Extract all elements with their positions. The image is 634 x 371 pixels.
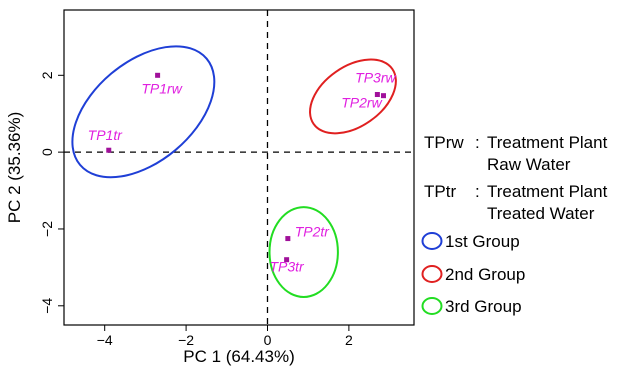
legend-def-line2: Raw Water — [487, 155, 571, 174]
y-axis-title: PC 2 (35.36%) — [5, 112, 24, 224]
data-point-TP2tr — [285, 236, 291, 242]
y-tick-label: 2 — [39, 71, 55, 79]
legend-def-line2: Treated Water — [487, 204, 595, 223]
legend: TPrw: Treatment Plant Raw Water TPtr: Treatm… — [421, 133, 608, 316]
data-point-TP1tr — [106, 147, 112, 153]
legend-group-label-2: 2nd Group — [445, 265, 525, 284]
x-tick-label: 0 — [264, 332, 272, 348]
plot-frame — [63, 9, 415, 326]
group-ellipse-1 — [71, 45, 216, 179]
legend-def-line1: Treatment Plant — [487, 182, 608, 201]
group-ellipse-3 — [268, 206, 339, 298]
y-tick-label: −4 — [39, 298, 55, 314]
legend-group-label-1: 1st Group — [445, 232, 520, 251]
legend-separator: : — [475, 133, 480, 152]
data-point-TP1rw — [155, 72, 161, 78]
data-point-TP3rw — [374, 92, 380, 98]
point-label-TP3rw: TP3rw — [355, 70, 396, 86]
point-label-TP1tr: TP1tr — [88, 127, 124, 143]
x-tick-label: −2 — [178, 332, 194, 348]
legend-abbr-TPtr: TPtr — [424, 182, 456, 201]
legend-abbr-TPrw: TPrw — [424, 133, 464, 152]
point-label-TP1rw: TP1rw — [141, 80, 182, 96]
legend-group-marker-1 — [421, 232, 443, 250]
legend-group-marker-3 — [421, 297, 443, 315]
legend-group-marker-2 — [421, 265, 443, 283]
data-point-TP2rw — [380, 93, 386, 99]
y-tick-label: 0 — [39, 148, 55, 156]
legend-separator: : — [475, 182, 480, 201]
y-tick-label: −2 — [39, 221, 55, 237]
group-ellipse-2 — [309, 58, 397, 135]
x-tick-label: −4 — [97, 332, 113, 348]
axes: −4 −2 0 2 −4 −2 0 2 PC 1 (64.43%) PC 2 (35.36%) — [5, 9, 415, 366]
plot-area: TP1rw TP1tr TP3rw TP2rw TP2tr TP3tr — [64, 10, 414, 325]
legend-group-label-3: 3rd Group — [445, 297, 522, 316]
point-label-TP2rw: TP2rw — [341, 95, 382, 111]
data-point-TP3tr — [284, 257, 290, 263]
x-tick-label: 2 — [345, 332, 353, 348]
x-axis-title: PC 1 (64.43%) — [183, 347, 295, 366]
point-label-TP3tr: TP3tr — [269, 259, 305, 275]
point-label-TP2tr: TP2tr — [295, 224, 331, 240]
legend-def-line1: Treatment Plant — [487, 133, 608, 152]
